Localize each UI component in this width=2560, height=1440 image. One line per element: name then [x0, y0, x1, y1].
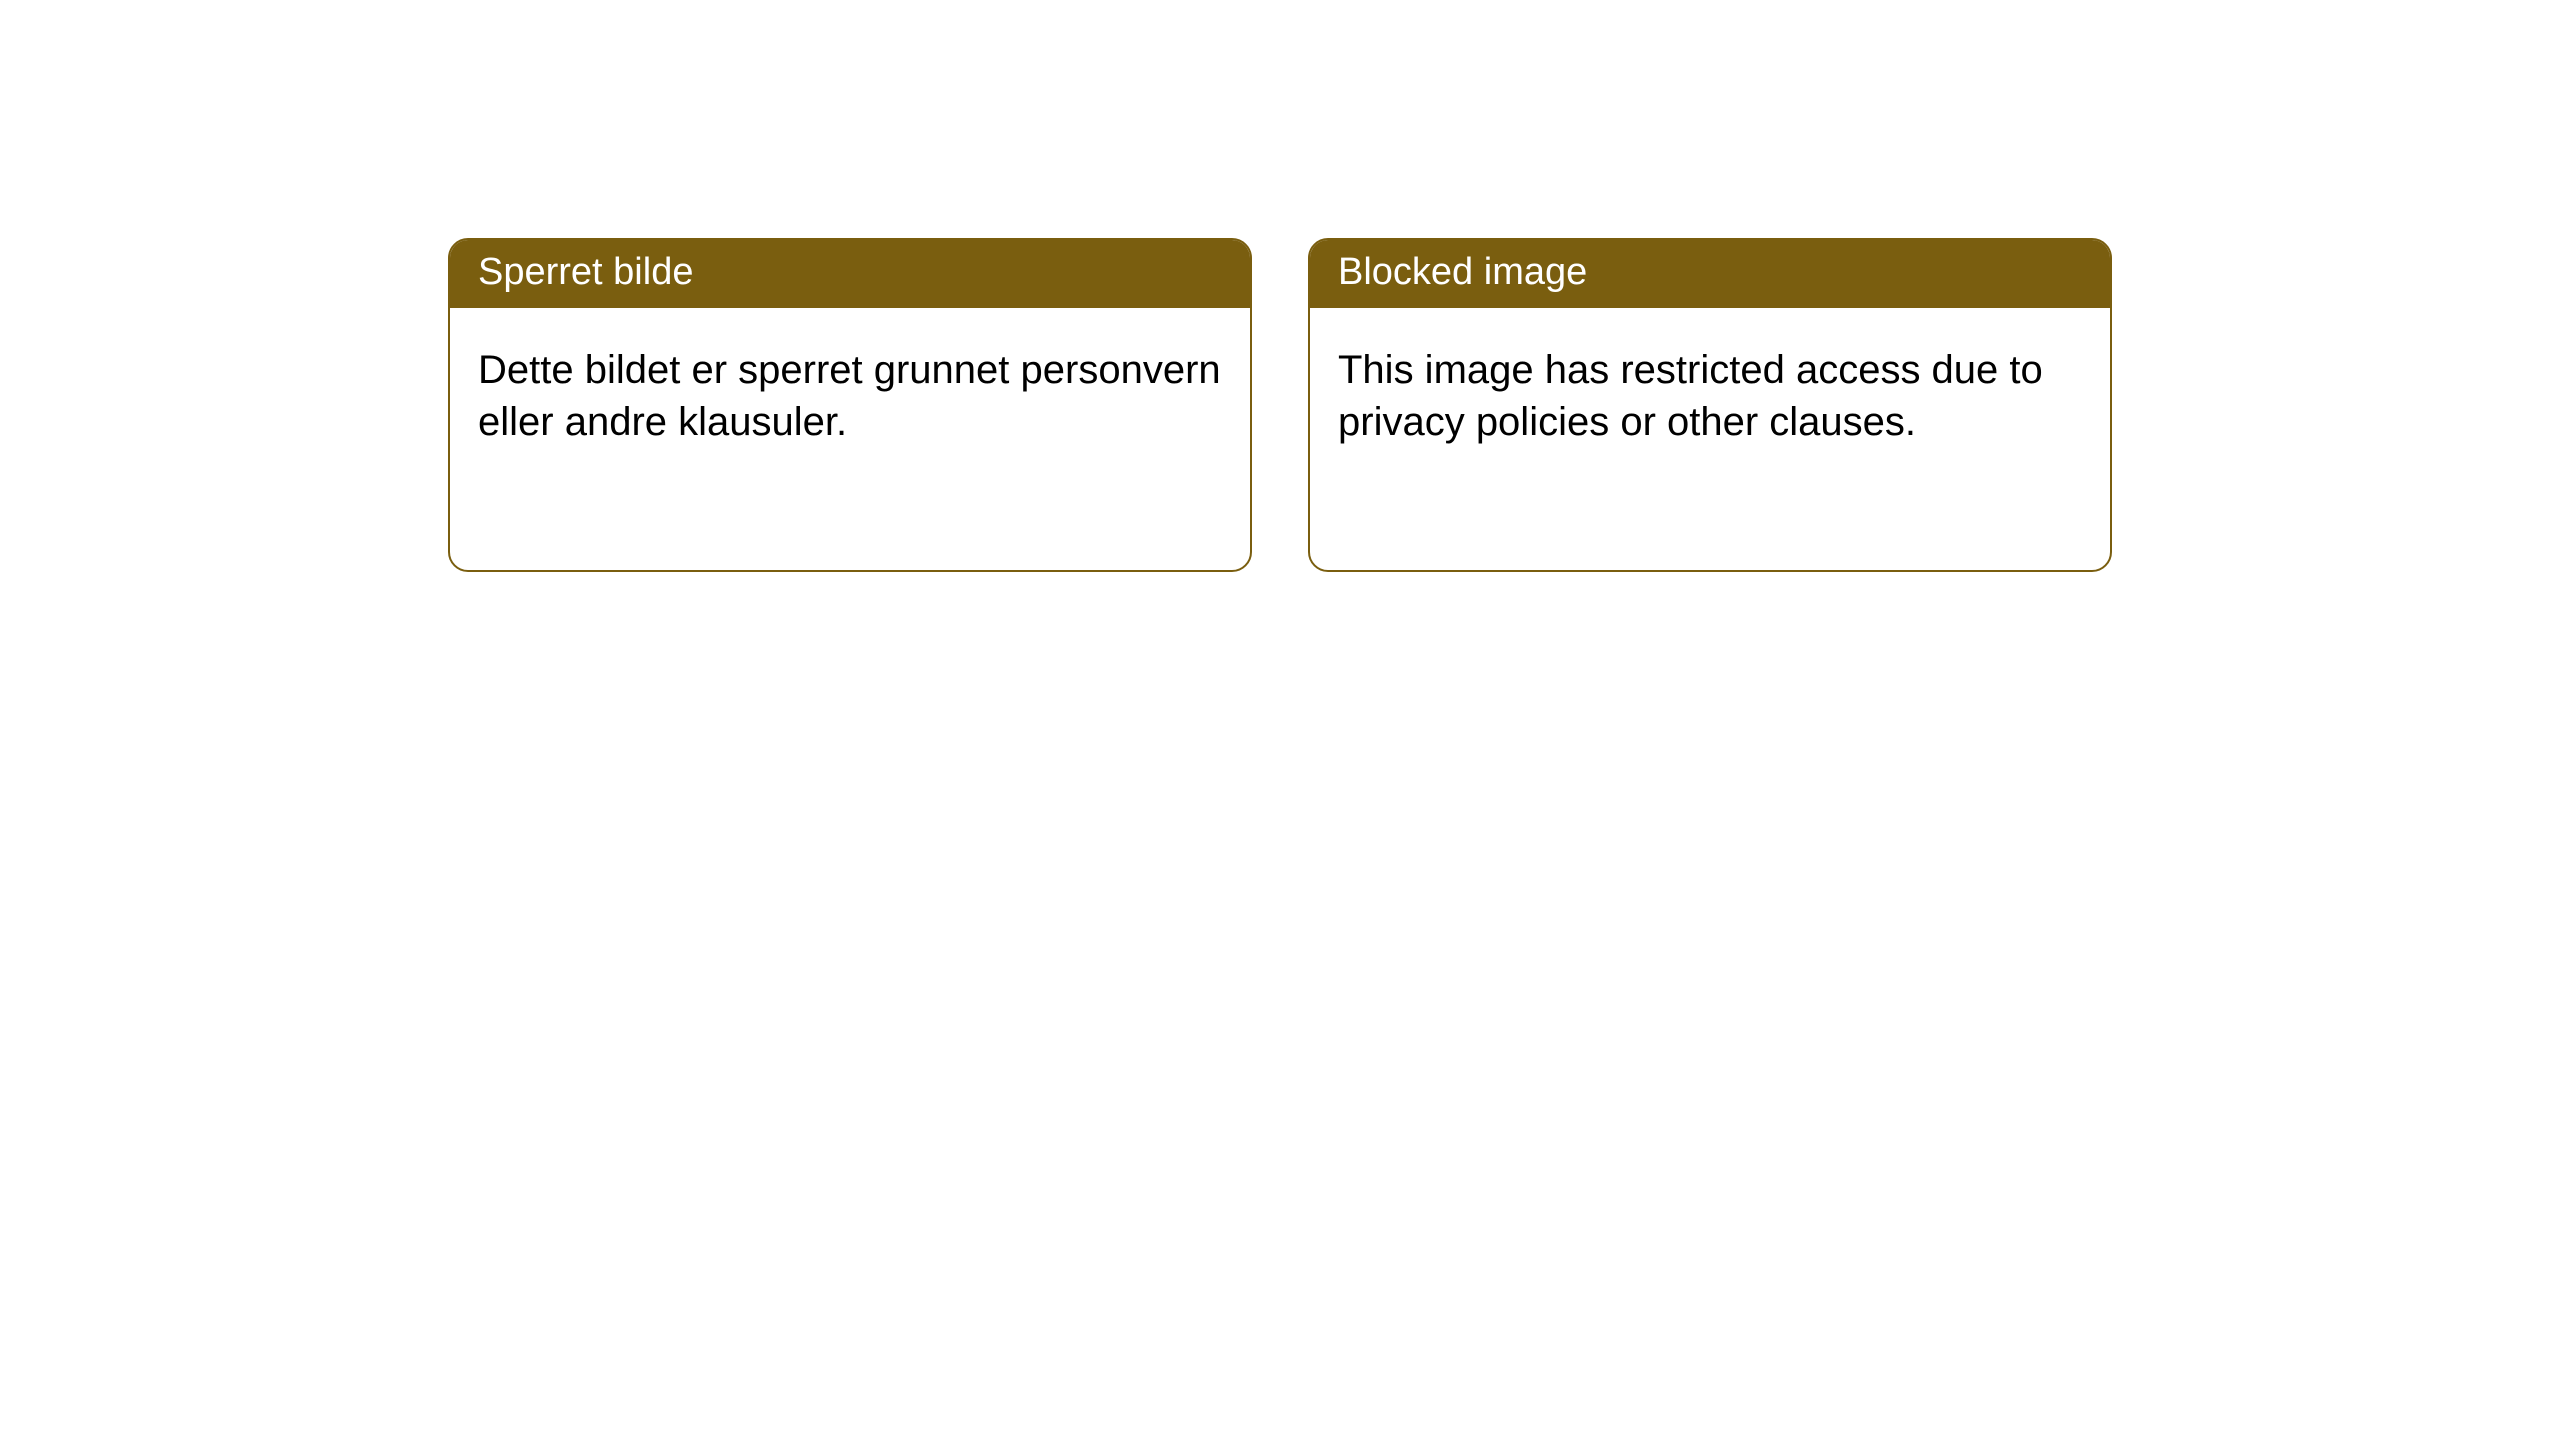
notice-header: Blocked image — [1310, 240, 2110, 308]
notice-card-norwegian: Sperret bilde Dette bildet er sperret gr… — [448, 238, 1252, 572]
notice-card-english: Blocked image This image has restricted … — [1308, 238, 2112, 572]
notice-body: This image has restricted access due to … — [1310, 308, 2110, 484]
notice-body: Dette bildet er sperret grunnet personve… — [450, 308, 1250, 484]
notice-header: Sperret bilde — [450, 240, 1250, 308]
notice-container: Sperret bilde Dette bildet er sperret gr… — [0, 0, 2560, 572]
